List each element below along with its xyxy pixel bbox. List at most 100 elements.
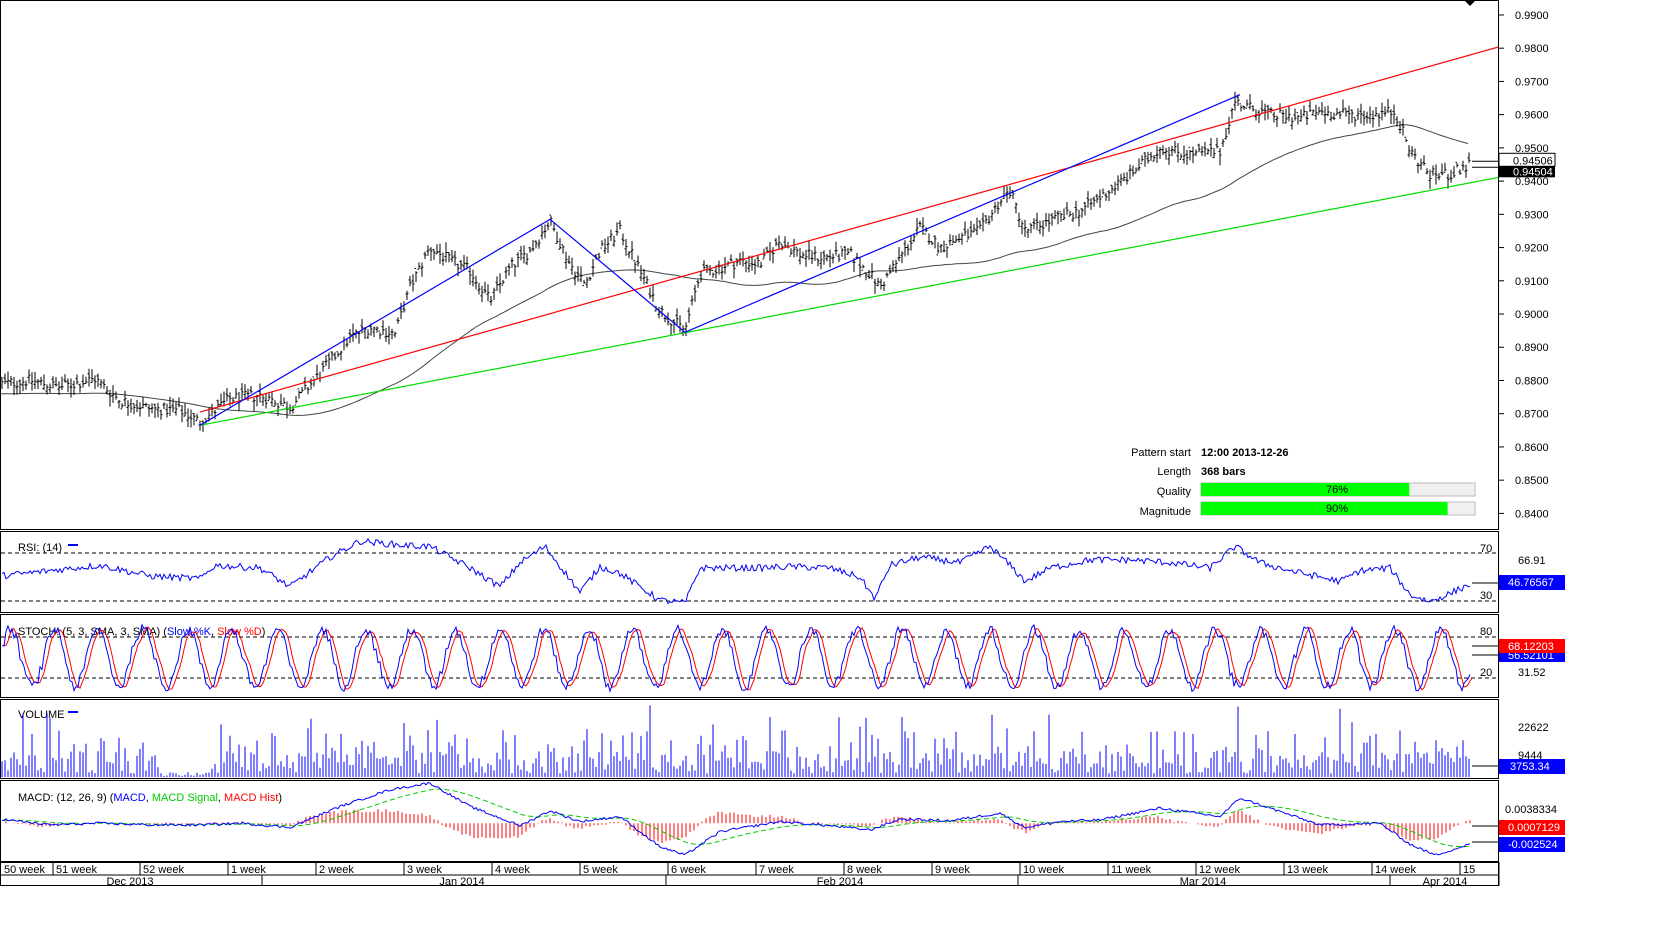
last-price-box-dark [1499, 165, 1555, 178]
week-label: 8 week [847, 864, 882, 876]
price-tick-label: 0.9200 [1515, 243, 1549, 255]
price-tick-label: 0.9700 [1515, 76, 1549, 88]
price-tick-label: 0.8900 [1515, 342, 1549, 354]
moving-average-line [1, 124, 1469, 416]
stoch-level-20-label: 20 [1480, 667, 1492, 679]
moving-average-path [1, 124, 1469, 416]
week-label: 13 week [1287, 864, 1328, 876]
month-label: Feb 2014 [817, 876, 863, 888]
price-tick-label: 0.8600 [1515, 442, 1549, 454]
week-label: 3 week [407, 864, 442, 876]
price-tick-label: 0.9300 [1515, 209, 1549, 221]
last-price-text-dark: 0.94504 [1513, 166, 1553, 178]
week-label: 10 week [1023, 864, 1064, 876]
stoch-d-last-text: 68.12203 [1508, 641, 1554, 653]
magnitude-label: Magnitude [1140, 506, 1191, 518]
rsi-series-line [1, 537, 1471, 605]
rsi-last-value: 46.76567 [1472, 575, 1565, 590]
week-label: 14 week [1375, 864, 1416, 876]
macd-last-text: -0.002524 [1508, 839, 1558, 851]
stoch-title: STOCH: (5, 3, SMA, 3, SMA) (Slow %K, Slo… [18, 626, 265, 638]
magnitude-bar-fill [1201, 502, 1448, 515]
week-label: 9 week [935, 864, 970, 876]
price-tick-label: 0.9000 [1515, 309, 1549, 321]
macd-panel [0, 780, 1499, 862]
price-tick-label: 0.8500 [1515, 475, 1549, 487]
length-value: 368 bars [1201, 466, 1246, 478]
month-label: Apr 2014 [1423, 876, 1468, 888]
macd-title: MACD: (12, 26, 9) (MACD, MACD Signal, MA… [18, 792, 282, 804]
week-label: 2 week [319, 864, 354, 876]
quality-percent: 76% [1326, 484, 1348, 496]
month-label: Dec 2013 [106, 876, 153, 888]
volume-last-value: 3753.34 [1472, 759, 1565, 774]
support-line [199, 176, 1498, 426]
rsi-title: RSI: (14) [18, 542, 62, 554]
price-tick-label: 0.9400 [1515, 176, 1549, 188]
price-tick-label: 0.9500 [1515, 143, 1549, 155]
macd-last-box [1499, 837, 1565, 852]
price-tick-label: 0.8400 [1515, 508, 1549, 520]
rsi-level-70-label: 70 [1480, 543, 1492, 555]
price-tick-label: 0.8700 [1515, 409, 1549, 421]
month-label: Mar 2014 [1180, 876, 1226, 888]
quality-label: Quality [1157, 486, 1192, 498]
macd-histogram [1, 809, 1471, 844]
stoch-slow-d-line [3, 626, 1473, 691]
macd-axis-label: 0.0038334 [1505, 804, 1557, 816]
week-label: 1 week [231, 864, 266, 876]
magnitude-percent: 90% [1326, 503, 1348, 515]
price-tick-label: 0.8800 [1515, 375, 1549, 387]
volume-title: VOLUME [18, 709, 64, 721]
channel-pattern [199, 46, 1498, 426]
zigzag-line [199, 94, 1241, 426]
pattern-start-value: 12:00 2013-12-26 [1201, 447, 1288, 459]
stoch-d-last-box [1499, 639, 1565, 653]
stoch-axis-label: 31.52 [1518, 667, 1546, 679]
rsi-last-value-text: 46.76567 [1508, 577, 1554, 589]
stoch-level-80-label: 80 [1480, 626, 1492, 638]
time-axis: 50 week 51 week 52 week 1 week 2 week 3 week 4… [4, 863, 1475, 888]
price-tick-label: 0.9800 [1515, 43, 1549, 55]
month-label: Jan 2014 [439, 876, 484, 888]
stoch-panel [0, 614, 1499, 698]
panel-frames [0, 0, 1499, 886]
macd-last-values: 0.0007129 -0.002524 [1472, 820, 1565, 852]
price-panel [0, 0, 1499, 530]
rsi-axis-label: 66.91 [1518, 555, 1546, 567]
week-label: 6 week [671, 864, 706, 876]
resistance-line [199, 46, 1498, 413]
scroll-end-marker-icon[interactable] [1464, 0, 1476, 6]
stoch-slow-k-line [1, 623, 1471, 694]
macd-hist-last-box [1499, 820, 1565, 835]
week-label: 7 week [759, 864, 794, 876]
volume-last-value-text: 3753.34 [1510, 761, 1550, 773]
week-label: 12 week [1199, 864, 1240, 876]
pattern-info: Pattern start 12:00 2013-12-26 Length 36… [1131, 447, 1476, 518]
last-price-box [1498, 152, 1556, 167]
week-label: 50 week [4, 864, 45, 876]
price-tick-label: 0.9100 [1515, 276, 1549, 288]
week-label: 51 week [56, 864, 97, 876]
macd-line [1, 781, 1471, 856]
last-price-text: 0.94506 [1513, 155, 1553, 167]
macd-hist-last-text: 0.0007129 [1508, 822, 1560, 834]
rsi-panel [0, 531, 1499, 613]
week-label: 52 week [143, 864, 184, 876]
volume-bars [1, 705, 1470, 777]
volume-panel [0, 699, 1499, 779]
quality-bar-fill [1201, 483, 1410, 496]
rsi-header: RSI: (14) [18, 542, 78, 554]
week-label: 11 week [1111, 864, 1152, 876]
rsi-level-30-label: 30 [1480, 590, 1492, 602]
volume-axis-label-1: 22622 [1518, 722, 1549, 734]
volume-header: VOLUME [18, 709, 78, 721]
pattern-start-label: Pattern start [1131, 447, 1191, 459]
stoch-last-values: 56.52101 68.12203 [1472, 639, 1565, 662]
price-axis: 0.9900 0.9800 0.9700 0.9600 0.9500 0.9400 0.93… [1499, 10, 1549, 520]
price-tick-label: 0.9600 [1515, 110, 1549, 122]
length-label: Length [1157, 466, 1191, 478]
